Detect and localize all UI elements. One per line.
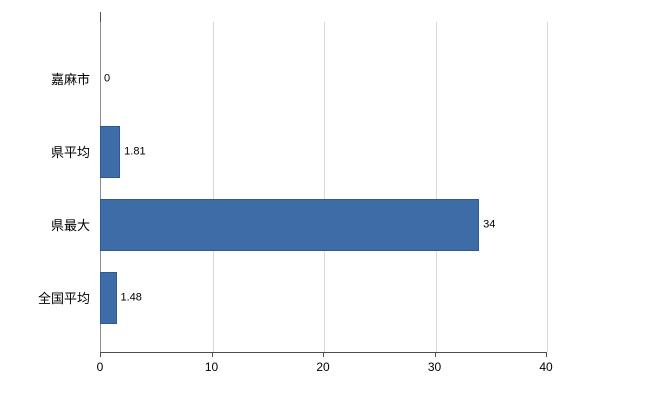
bars-area: 0 1.81 34 1.48 (100, 42, 546, 334)
x-tick-mark (323, 352, 324, 357)
x-tick-mark (100, 352, 101, 357)
x-tick-mark (211, 352, 213, 357)
bar-row: 0 (100, 42, 546, 115)
x-tick-label: 20 (316, 360, 330, 374)
x-tick-label: 30 (427, 360, 442, 374)
y-axis-top-tick (100, 12, 101, 23)
x-tick-mark (434, 352, 436, 357)
x-tick-label: 10 (204, 360, 219, 374)
y-axis-labels: 嘉麻市 県平均 県最大 全国平均 (0, 42, 94, 334)
category-label: 全国平均 (37, 291, 90, 306)
bar-row: 1.81 (100, 115, 546, 188)
category-label: 嘉麻市 (50, 72, 90, 87)
bar-row: 1.48 (100, 261, 546, 334)
bar-value-label: 1.48 (120, 291, 142, 303)
bar (100, 271, 117, 324)
bar (100, 125, 121, 178)
bar-row: 34 (100, 188, 546, 261)
gridline (435, 22, 437, 352)
bar-value-label: 34 (483, 218, 496, 230)
category-label: 県最大 (50, 218, 90, 233)
gridline (212, 22, 214, 352)
gridline (324, 22, 325, 352)
bar (100, 198, 480, 251)
x-tick-mark (546, 352, 547, 357)
x-tick-label: 40 (539, 360, 553, 374)
bar-value-label: 1.81 (124, 145, 146, 157)
category-label: 県平均 (50, 145, 90, 160)
bar-value-label: 0 (104, 72, 111, 84)
gridline (547, 22, 548, 352)
x-tick-label: 0 (96, 360, 104, 374)
